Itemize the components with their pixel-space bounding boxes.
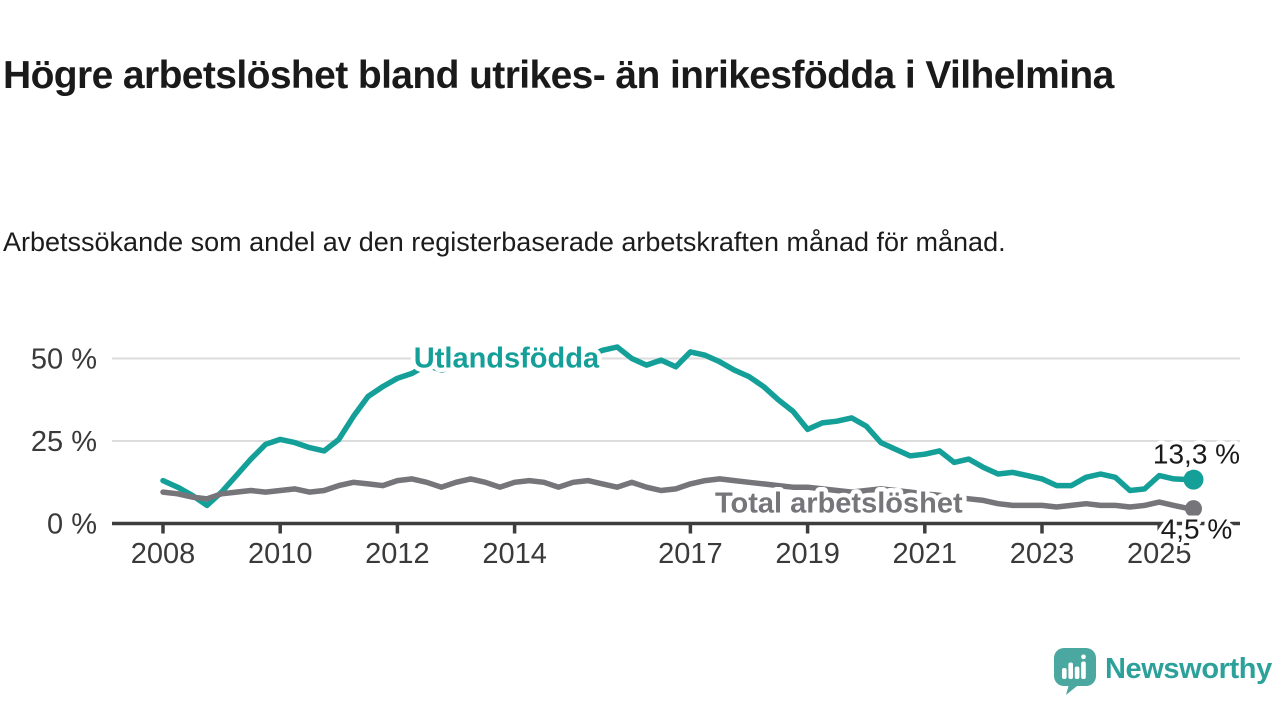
page-subtitle: Arbetssökande som andel av den registerb… [3, 227, 1006, 257]
x-tick-label: 2014 [482, 538, 547, 570]
x-tick-label: 2023 [1010, 538, 1075, 570]
logo-exclamation-bar [1081, 661, 1086, 679]
x-tick-label: 2008 [131, 538, 196, 570]
series-line-total-arbetsl-shet [160, 476, 1192, 512]
y-tick-label: 50 % [31, 344, 97, 376]
logo-bar-chart-glyph [1062, 654, 1086, 679]
x-tick-label: 2012 [365, 538, 430, 570]
x-tick-label: 2025 [1127, 538, 1192, 570]
x-tick-label: 2019 [775, 538, 840, 570]
newsworthy-logo: Newsworthy [1054, 648, 1272, 695]
y-tick-label: 25 % [31, 426, 97, 458]
series-end-value-label-total-arbetsl-shet: 4,5 % [1161, 514, 1233, 545]
series-line-utlandsf-dda [160, 344, 1192, 509]
series-inline-label-total-arbetsl-shet: Total arbetslöshet [715, 488, 963, 520]
page-title: Högre arbetslöshet bland utrikes- än inr… [3, 54, 1114, 98]
series-end-value-label-utlandsf-dda: 13,3 % [1153, 439, 1240, 470]
x-tick-label: 2021 [893, 538, 958, 570]
x-tick-label: 2010 [248, 538, 313, 570]
series-end-dot-total-arbetsl-shet [1185, 500, 1202, 518]
newsworthy-logo-text: Newsworthy [1105, 653, 1272, 685]
logo-exclamation-dot [1081, 654, 1086, 660]
x-tick-label: 2017 [658, 538, 723, 570]
series-end-dot-utlandsf-dda [1183, 469, 1204, 490]
newsworthy-logo-icon [1054, 648, 1096, 695]
series-inline-label-utlandsf-dda: Utlandsfödda [414, 343, 600, 375]
y-tick-label: 0 % [47, 509, 97, 541]
